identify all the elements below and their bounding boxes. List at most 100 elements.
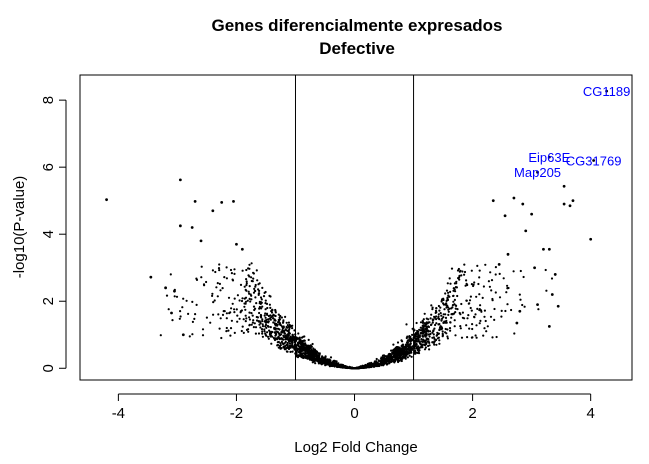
data-point <box>547 247 551 251</box>
data-point <box>440 314 443 317</box>
data-point <box>450 307 453 310</box>
data-point <box>411 327 414 330</box>
data-point <box>478 309 481 312</box>
data-point <box>215 286 218 289</box>
data-point <box>254 296 257 299</box>
data-point <box>259 296 263 299</box>
data-point <box>506 287 509 290</box>
data-point <box>258 300 261 303</box>
data-point <box>243 305 246 308</box>
data-point <box>442 316 445 319</box>
data-point <box>494 266 497 269</box>
data-point <box>446 335 449 338</box>
data-point <box>321 355 324 358</box>
data-point <box>449 329 452 332</box>
data-point <box>182 297 185 300</box>
data-point <box>294 345 298 348</box>
data-point <box>484 319 487 323</box>
data-point <box>357 366 360 370</box>
data-point <box>316 359 319 362</box>
data-point <box>334 360 337 363</box>
data-point <box>473 315 476 318</box>
data-point <box>244 308 247 311</box>
data-point <box>417 338 420 341</box>
data-point <box>233 272 236 275</box>
data-point <box>245 282 248 285</box>
data-point <box>454 304 457 307</box>
data-point <box>484 263 487 266</box>
data-point <box>376 362 379 365</box>
data-point <box>530 212 534 216</box>
data-point <box>190 226 194 229</box>
data-point <box>562 202 566 206</box>
data-point <box>230 319 233 322</box>
data-point <box>261 323 264 326</box>
data-point <box>443 308 446 311</box>
data-point <box>417 352 421 355</box>
data-point <box>429 317 432 320</box>
data-point <box>233 297 236 300</box>
data-point <box>301 347 304 350</box>
data-point <box>413 343 416 346</box>
data-point <box>235 242 238 246</box>
data-point <box>498 272 501 275</box>
data-point <box>253 308 256 312</box>
data-point <box>173 295 176 298</box>
data-point <box>261 286 264 289</box>
data-point <box>519 298 522 301</box>
data-point <box>232 199 235 203</box>
data-point <box>458 274 461 277</box>
data-point <box>243 297 246 300</box>
data-point <box>277 318 280 321</box>
data-point <box>430 323 433 326</box>
data-point <box>297 332 300 335</box>
data-point <box>403 347 406 350</box>
data-point <box>406 348 409 351</box>
data-point <box>194 313 197 316</box>
data-point <box>463 273 466 276</box>
data-point <box>286 350 289 353</box>
data-point <box>274 334 277 337</box>
data-point <box>329 356 333 359</box>
data-point <box>431 321 434 324</box>
data-point <box>296 343 299 346</box>
data-point <box>233 331 236 334</box>
data-point <box>201 334 205 337</box>
data-point <box>449 282 452 285</box>
data-point <box>422 318 425 321</box>
data-point <box>383 356 386 359</box>
data-point <box>240 299 244 303</box>
x-axis-label: Log2 Fold Change <box>294 439 417 456</box>
data-point <box>209 321 212 324</box>
data-point <box>285 336 289 339</box>
data-point <box>284 328 287 331</box>
data-point <box>252 277 255 280</box>
data-point <box>423 331 426 334</box>
data-point <box>421 319 424 322</box>
data-point <box>445 302 448 305</box>
data-point <box>291 324 294 327</box>
data-point <box>359 365 362 368</box>
data-point <box>337 362 340 365</box>
data-point <box>269 317 272 320</box>
data-point <box>225 326 228 330</box>
data-point <box>421 334 424 338</box>
data-point <box>328 359 331 363</box>
data-point <box>393 353 397 356</box>
data-point <box>202 283 206 286</box>
data-point <box>275 337 278 340</box>
data-point <box>244 320 247 323</box>
data-point <box>366 362 369 366</box>
data-point <box>483 315 486 318</box>
data-point <box>236 294 239 297</box>
data-point <box>311 352 314 356</box>
data-point <box>447 313 450 316</box>
data-point <box>432 330 435 333</box>
data-point <box>456 294 459 298</box>
data-point <box>241 297 244 300</box>
data-point <box>379 359 382 362</box>
data-point <box>245 289 248 292</box>
x-axis: -4 -2 0 2 4 <box>112 393 595 422</box>
data-point <box>212 313 215 316</box>
